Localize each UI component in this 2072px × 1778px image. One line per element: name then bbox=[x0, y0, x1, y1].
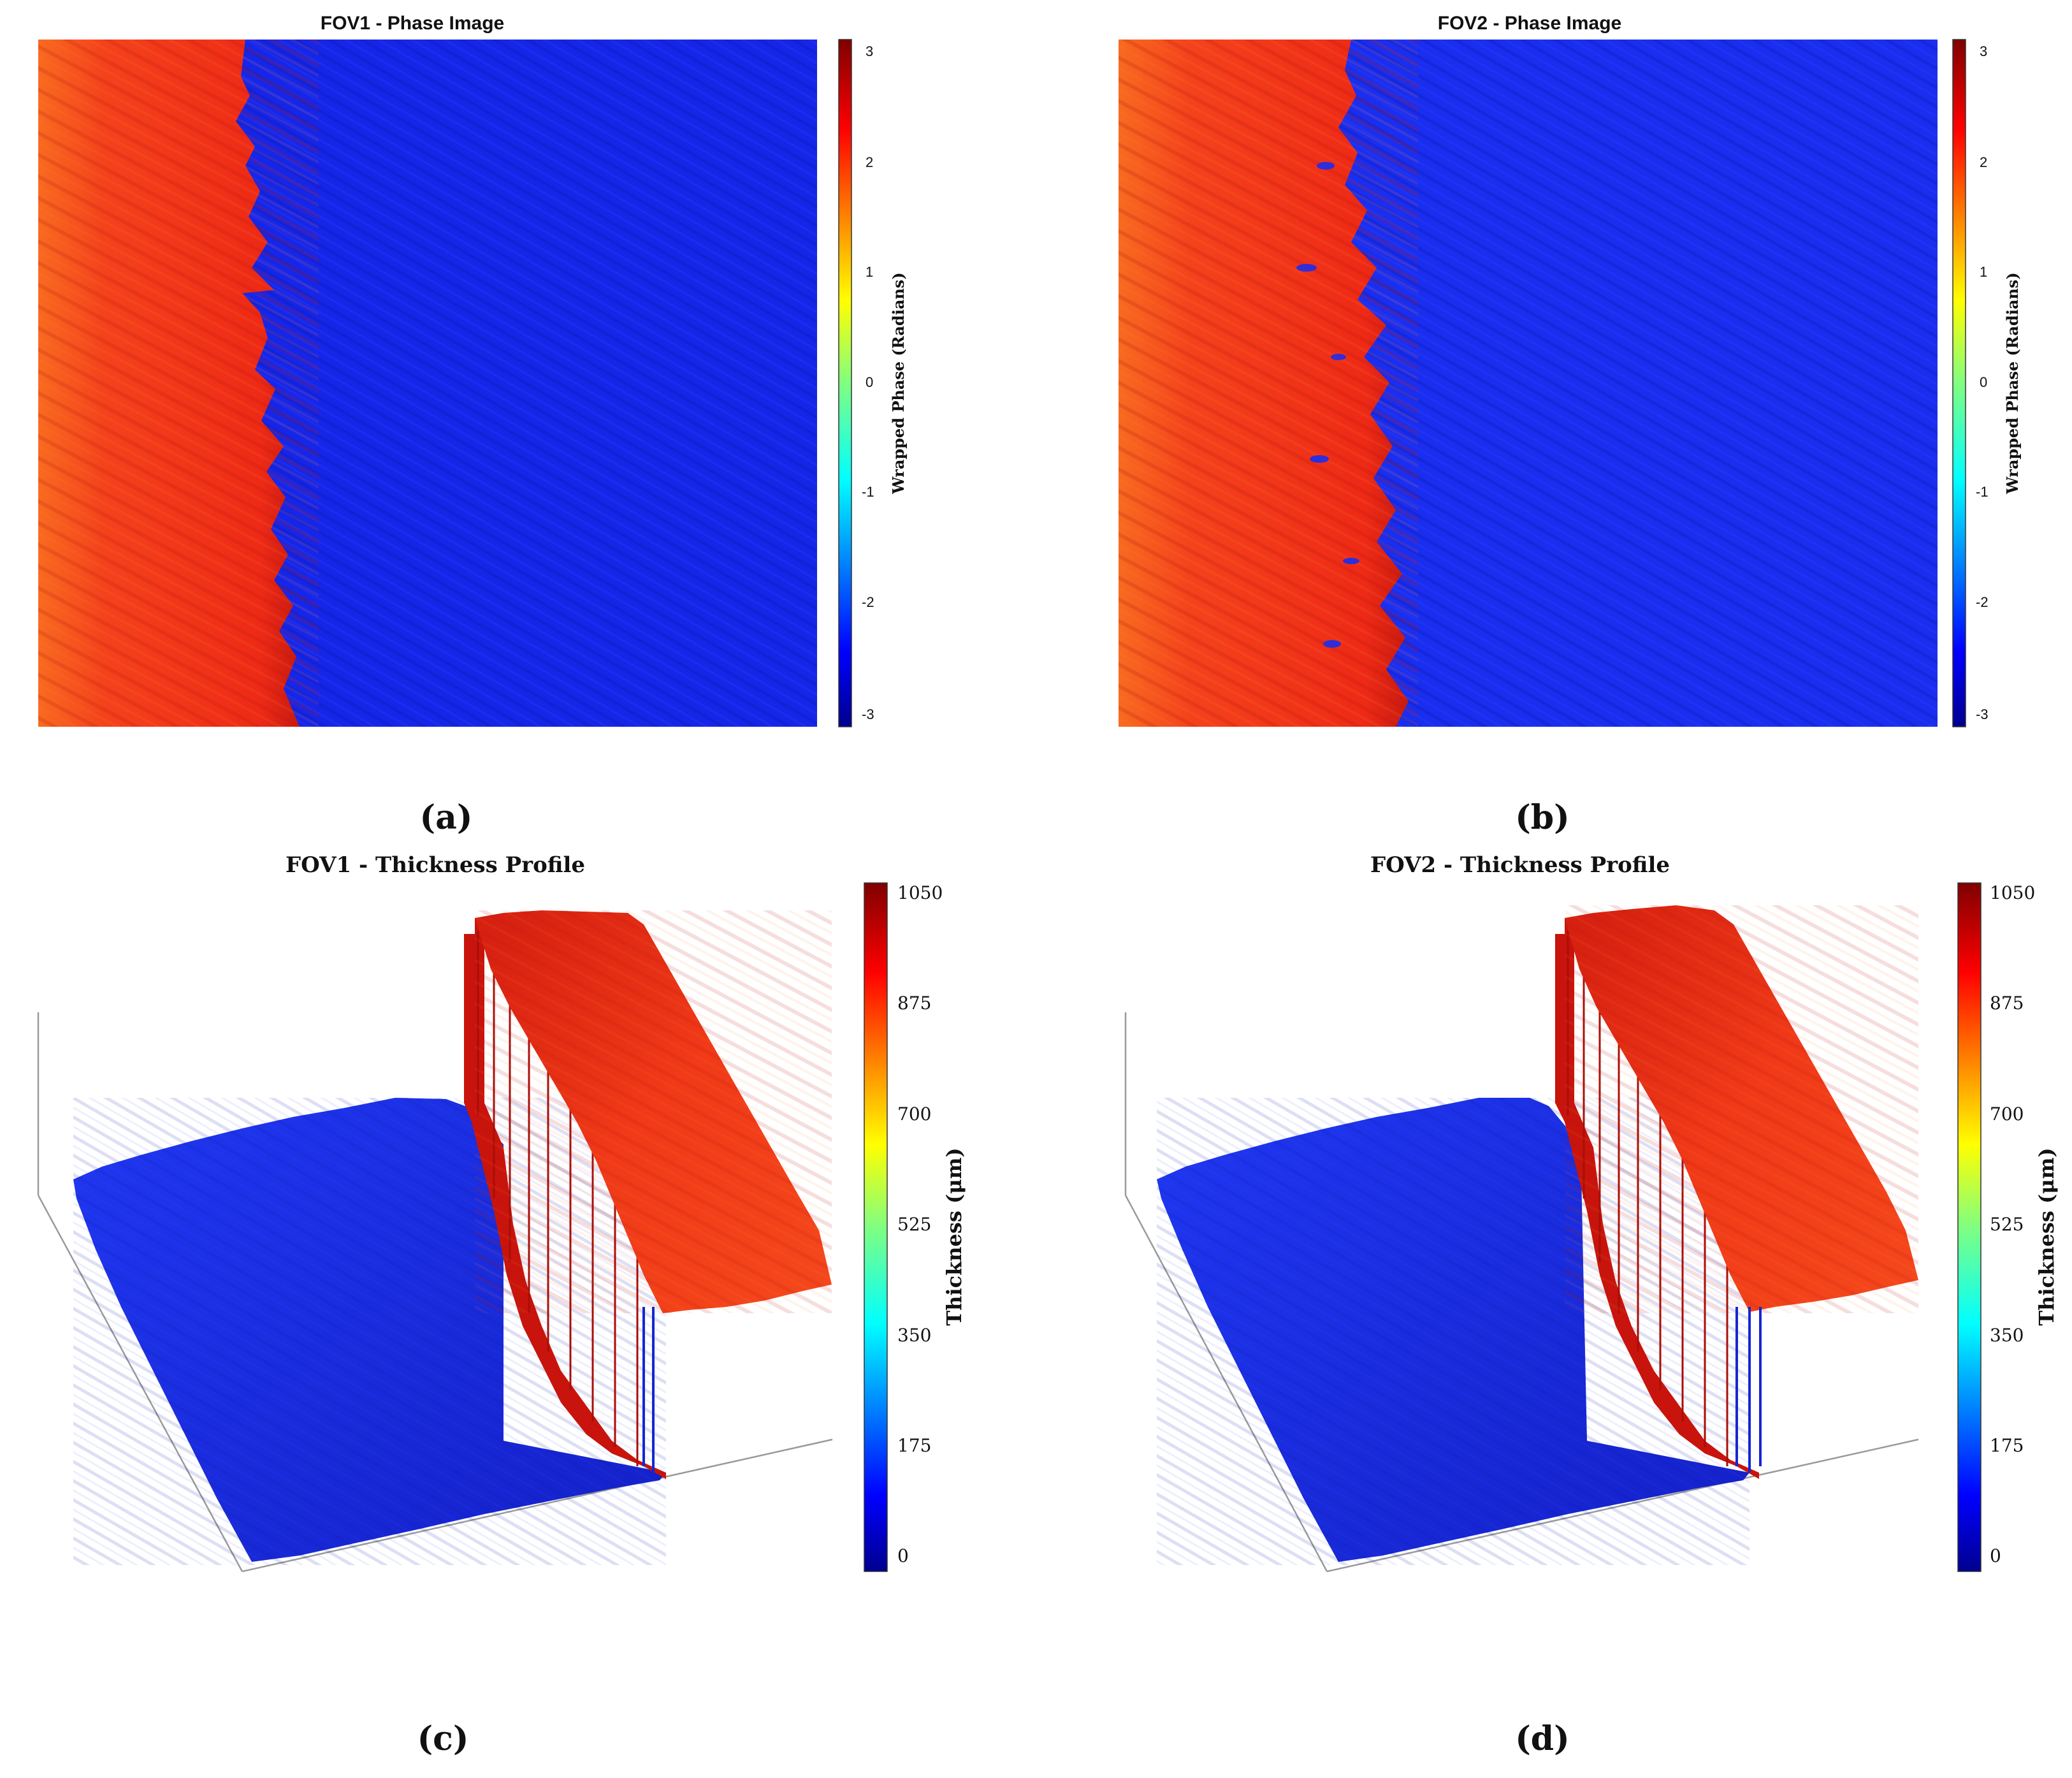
colorbar-d-tick: 175 bbox=[1990, 1435, 2024, 1456]
panel-a: FOV1 - Phase Image 3 2 1 0 -1 -2 -3 Wrap… bbox=[38, 13, 908, 837]
colorbar-b bbox=[1952, 39, 1966, 727]
colorbar-d-tick: 0 bbox=[1990, 1545, 2001, 1566]
surface-d bbox=[1157, 905, 1918, 1565]
panel-d: FOV2 - Thickness Profile bbox=[1124, 852, 2059, 1758]
colorbar-c-tick: 175 bbox=[897, 1435, 931, 1456]
colorbar-a bbox=[838, 39, 852, 727]
phase-texture-red bbox=[1119, 40, 1418, 727]
surface-gaps bbox=[642, 1307, 655, 1473]
colorbar-c-tick: 1050 bbox=[897, 882, 943, 903]
colorbar-d-tick: 875 bbox=[1990, 993, 2024, 1014]
colorbar-a-tick: 0 bbox=[866, 374, 873, 390]
colorbar-c-label: Thickness (μm) bbox=[942, 1148, 966, 1325]
colorbar-b-tick: -1 bbox=[1976, 484, 1989, 500]
colorbar-a-tick: -1 bbox=[862, 484, 874, 500]
colorbar-c bbox=[864, 882, 888, 1572]
panel-b-label: (b) bbox=[1515, 798, 1570, 837]
surface-texture-red bbox=[475, 910, 832, 1313]
colorbar-a-tick: 3 bbox=[866, 43, 873, 59]
surface-texture-red bbox=[1565, 905, 1918, 1313]
panel-d-title: FOV2 - Thickness Profile bbox=[1370, 852, 1670, 878]
phase-image-b bbox=[1119, 40, 1938, 727]
colorbar-d-tick: 700 bbox=[1990, 1104, 2024, 1125]
colorbar-c-tick: 350 bbox=[897, 1325, 931, 1346]
colorbar-d-tick: 1050 bbox=[1990, 882, 2035, 903]
colorbar-b-tick: 0 bbox=[1980, 374, 1987, 390]
colorbar-a-tick: -2 bbox=[862, 594, 874, 610]
colorbar-c-tick: 875 bbox=[897, 993, 931, 1014]
colorbar-b-tick: -3 bbox=[1976, 706, 1989, 722]
surface-gaps bbox=[1735, 1307, 1762, 1473]
surface-c bbox=[73, 910, 832, 1565]
panel-a-title: FOV1 - Phase Image bbox=[321, 13, 504, 34]
phase-speckle bbox=[1296, 162, 1359, 648]
colorbar-b-tick: 3 bbox=[1980, 43, 1987, 59]
panel-a-label: (a) bbox=[420, 798, 473, 837]
panel-c: FOV1 - Thickness Profile bbox=[37, 852, 966, 1758]
colorbar-a-tick: 2 bbox=[866, 154, 873, 170]
colorbar-d bbox=[1957, 882, 1981, 1572]
colorbar-a-label: Wrapped Phase (Radians) bbox=[889, 272, 908, 494]
colorbar-b-tick: 2 bbox=[1980, 154, 1987, 170]
colorbar-d-tick: 525 bbox=[1990, 1214, 2024, 1235]
colorbar-d-tick: 350 bbox=[1990, 1325, 2024, 1346]
colorbar-a-tick: -3 bbox=[862, 706, 874, 722]
colorbar-a-tick: 1 bbox=[866, 264, 873, 280]
panel-c-title: FOV1 - Thickness Profile bbox=[286, 852, 585, 878]
colorbar-b-label: Wrapped Phase (Radians) bbox=[2003, 272, 2022, 494]
panel-b: FOV2 - Phase Image 3 2 1 0 -1 -2 -3 bbox=[1119, 13, 2022, 837]
colorbar-b-tick: 1 bbox=[1980, 264, 1987, 280]
colorbar-c-tick: 525 bbox=[897, 1214, 931, 1235]
colorbar-c-tick: 0 bbox=[897, 1545, 909, 1566]
colorbar-c-tick: 700 bbox=[897, 1104, 931, 1125]
panel-c-label: (c) bbox=[417, 1719, 469, 1758]
panel-b-title: FOV2 - Phase Image bbox=[1438, 13, 1621, 34]
panel-d-label: (d) bbox=[1515, 1719, 1570, 1758]
phase-texture-red bbox=[38, 40, 319, 727]
phase-image-a bbox=[38, 40, 817, 727]
colorbar-b-tick: -2 bbox=[1976, 594, 1989, 610]
colorbar-d-label: Thickness (μm) bbox=[2034, 1148, 2059, 1325]
